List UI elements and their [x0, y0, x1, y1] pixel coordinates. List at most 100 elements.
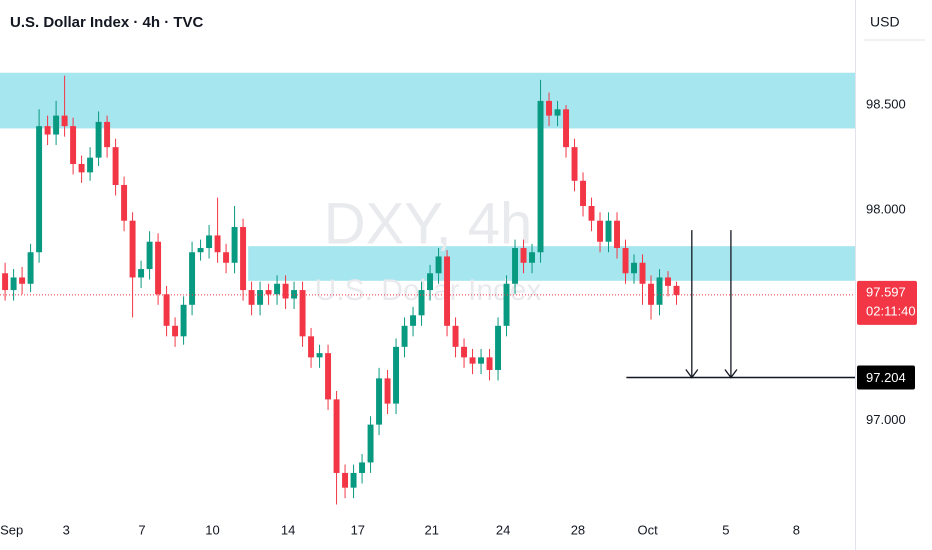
candle-body — [376, 378, 383, 425]
candle-body — [461, 346, 468, 358]
candle-body — [427, 273, 434, 291]
candle-body — [665, 277, 671, 286]
candle-body — [206, 235, 213, 249]
x-tick-label: 24 — [496, 522, 510, 537]
candle-body — [571, 147, 578, 181]
candle-body — [605, 220, 612, 242]
candle-body — [648, 283, 654, 305]
candle-body — [469, 357, 476, 364]
candle-body — [265, 290, 272, 295]
watermark: DXY, 4h — [324, 191, 533, 256]
candle-body — [401, 325, 408, 347]
arrow-head — [724, 369, 738, 379]
x-tick-label: Oct — [638, 522, 659, 537]
countdown-label: 02:11:40 — [866, 303, 916, 318]
candle-body — [537, 100, 544, 253]
candle-body — [384, 378, 391, 404]
candle-body — [588, 206, 595, 221]
candle-body — [214, 235, 221, 253]
candle-body — [104, 121, 111, 148]
x-tick-label: 14 — [281, 522, 295, 537]
x-tick-label: 21 — [425, 522, 439, 537]
candle-body — [240, 227, 247, 291]
candle-body — [129, 220, 136, 278]
candle-body — [597, 220, 604, 242]
candle-body — [435, 256, 442, 274]
candle-body — [673, 285, 680, 295]
candle-body — [325, 353, 332, 400]
candle-body — [410, 315, 417, 326]
candle-body — [308, 336, 315, 358]
x-tick-label: 10 — [205, 522, 219, 537]
x-tick-label: 8 — [793, 522, 800, 537]
y-tick-label: 97.000 — [866, 412, 906, 427]
candle-body — [44, 126, 51, 135]
x-tick-label: 3 — [63, 522, 70, 537]
candle-body — [274, 283, 281, 295]
candle-body — [503, 283, 510, 326]
zones — [0, 72, 856, 281]
candle-body — [529, 252, 536, 263]
y-tick-label: 98.000 — [866, 202, 906, 217]
x-tick-label: 28 — [571, 522, 585, 537]
candle-body — [333, 399, 340, 473]
candle-body — [393, 346, 400, 404]
x-tick-label: Sep — [0, 522, 23, 537]
candle-body — [580, 180, 587, 206]
currency: USD — [870, 14, 900, 30]
candle-body — [155, 241, 162, 295]
candle-body — [223, 252, 230, 263]
candle-body — [342, 472, 349, 488]
candle-body — [180, 304, 187, 337]
y-tick-label: 98.500 — [866, 97, 906, 112]
x-tick-label: 5 — [722, 522, 729, 537]
candle-body — [87, 157, 94, 173]
target-box — [857, 365, 915, 390]
candle-body — [172, 325, 179, 337]
candle-body — [70, 126, 77, 164]
candle-body — [367, 424, 374, 463]
candle-body — [452, 325, 459, 347]
candle-body — [121, 184, 128, 221]
candle-body — [512, 248, 519, 284]
plot — [0, 75, 855, 505]
candle-body — [486, 357, 493, 370]
candle-body — [78, 163, 85, 173]
candle-body — [2, 273, 9, 291]
candle-body — [444, 256, 451, 326]
candle-body — [95, 121, 102, 158]
last-price-label: 97.597 — [866, 284, 906, 299]
arrow-head — [685, 369, 699, 379]
target-label: 97.204 — [866, 370, 906, 385]
candle-body — [10, 277, 17, 291]
candle-body — [478, 357, 485, 364]
candle-body — [622, 248, 629, 274]
candle-body — [282, 283, 289, 299]
candle-body — [27, 252, 34, 284]
candle-body — [631, 262, 638, 274]
candle-body — [299, 290, 306, 337]
candle-body — [112, 147, 119, 185]
x-tick-label: 7 — [138, 522, 145, 537]
candle-body — [563, 109, 570, 148]
candle-body — [350, 472, 357, 488]
candle-body — [146, 241, 153, 270]
candle-body — [163, 294, 170, 326]
candle-body — [554, 109, 561, 116]
candle-body — [138, 269, 145, 278]
candle-body — [291, 290, 298, 299]
candle-body — [316, 353, 323, 358]
candle-body — [248, 290, 255, 305]
candle-body — [520, 248, 527, 263]
zone — [0, 72, 855, 129]
candle-body — [231, 227, 238, 263]
candle-body — [639, 262, 646, 284]
candle-body — [418, 290, 425, 316]
candle-body — [495, 325, 502, 370]
candle-body — [19, 277, 26, 284]
candle-body — [257, 290, 264, 305]
x-tick-label: 17 — [351, 522, 365, 537]
last-price-box — [857, 280, 917, 325]
chart-title: U.S. Dollar Index · 4h · TVC — [10, 14, 204, 31]
candle-body — [61, 115, 68, 127]
